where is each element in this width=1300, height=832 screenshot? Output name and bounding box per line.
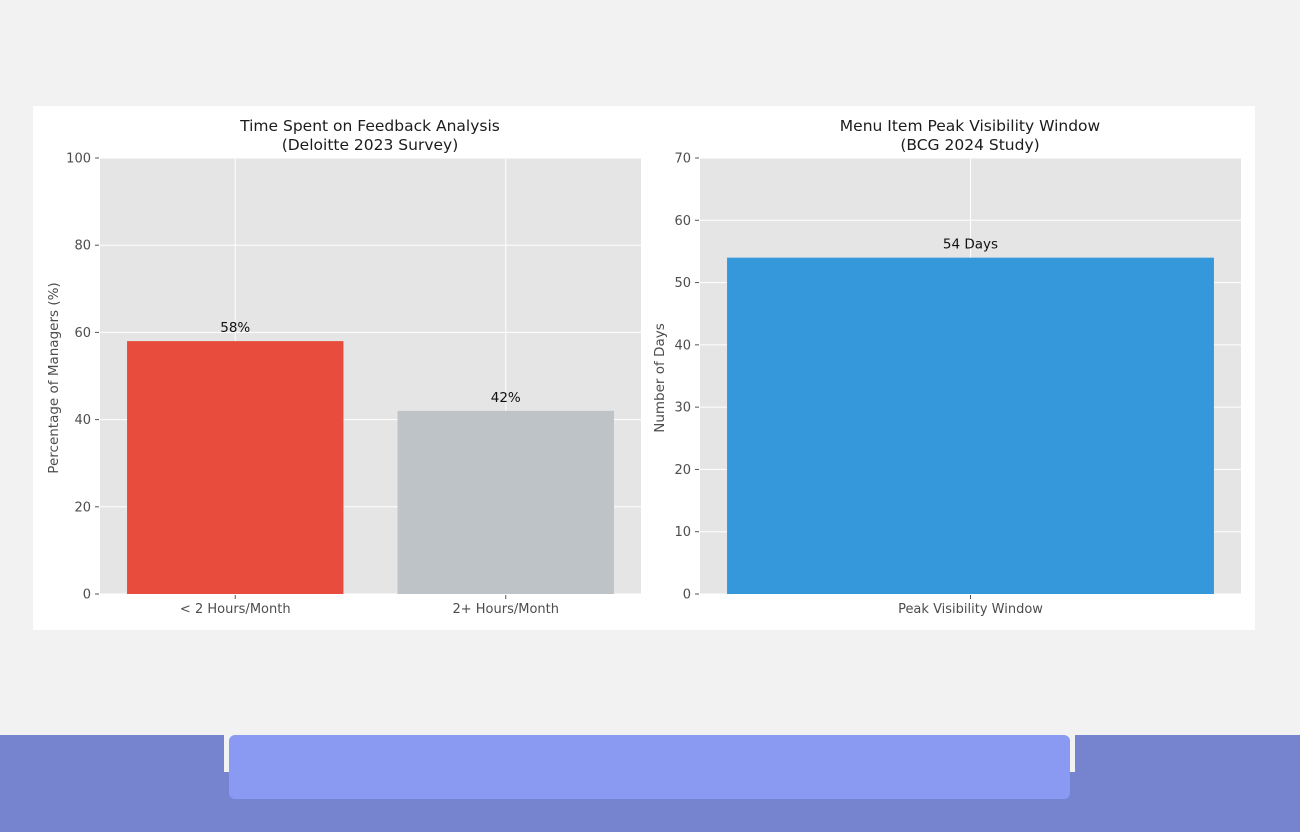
right-y-tick-label: 30 — [674, 401, 691, 416]
right-chart-plot: 0 10 20 30 40 50 60 70 54 Days Peak Visibility Wi… — [674, 152, 1241, 617]
left-y-tick-label: 40 — [74, 413, 91, 428]
left-y-tick-label: 0 — [83, 588, 91, 603]
right-chart-subtitle: (BCG 2024 Study) — [900, 136, 1039, 154]
right-y-tick-label: 20 — [674, 463, 691, 478]
right-chart: Menu Item Peak Visibility Window (BCG 20… — [652, 117, 1101, 433]
right-y-tick-label: 50 — [674, 276, 691, 291]
left-chart-title: Time Spent on Feedback Analysis — [239, 117, 500, 135]
footer-right-panel — [1075, 735, 1300, 832]
right-y-tick-label: 60 — [674, 214, 691, 229]
left-data-label-2: 42% — [491, 390, 521, 406]
right-y-tick-label: 40 — [674, 338, 691, 353]
left-x-tick-label: 2+ Hours/Month — [452, 602, 559, 617]
right-y-tick-label: 10 — [674, 525, 691, 540]
right-chart-y-axis-label: Number of Days — [652, 323, 668, 433]
figure-card: 0 10 20 30 40 50 60 70 54 Days Peak Visibility Wi… — [33, 106, 1255, 630]
right-y-tick-label: 70 — [674, 152, 691, 167]
left-x-tick-label: < 2 Hours/Month — [180, 602, 291, 617]
left-y-tick-label: 80 — [74, 239, 91, 254]
left-y-tick-label: 100 — [66, 152, 91, 167]
right-data-label-1: 54 Days — [943, 237, 998, 253]
right-y-tick-label: 0 — [683, 588, 691, 603]
left-chart-y-axis-label: Percentage of Managers (%) — [46, 282, 62, 473]
left-data-label-1: 58% — [220, 320, 250, 336]
left-y-tick-label: 60 — [74, 326, 91, 341]
right-bar-1 — [727, 257, 1214, 594]
left-bar-1 — [127, 341, 344, 594]
left-chart-subtitle: (Deloitte 2023 Survey) — [282, 136, 459, 154]
figure-svg: 0 10 20 30 40 50 60 70 54 Days Peak Visibility Wi… — [46, 117, 1241, 617]
left-chart-plot: 0 20 40 60 80 100 58% < 2 Hours/Month 42% 2+ Hour… — [66, 152, 641, 617]
left-bar-2 — [397, 410, 614, 594]
left-y-tick-label: 20 — [74, 500, 91, 515]
left-chart: Time Spent on Feedback Analysis (Deloitt… — [46, 117, 500, 474]
footer-left-panel — [0, 735, 224, 832]
right-chart-title: Menu Item Peak Visibility Window — [840, 117, 1101, 135]
right-x-tick-label: Peak Visibility Window — [898, 602, 1043, 617]
footer-input-box[interactable] — [229, 735, 1070, 799]
